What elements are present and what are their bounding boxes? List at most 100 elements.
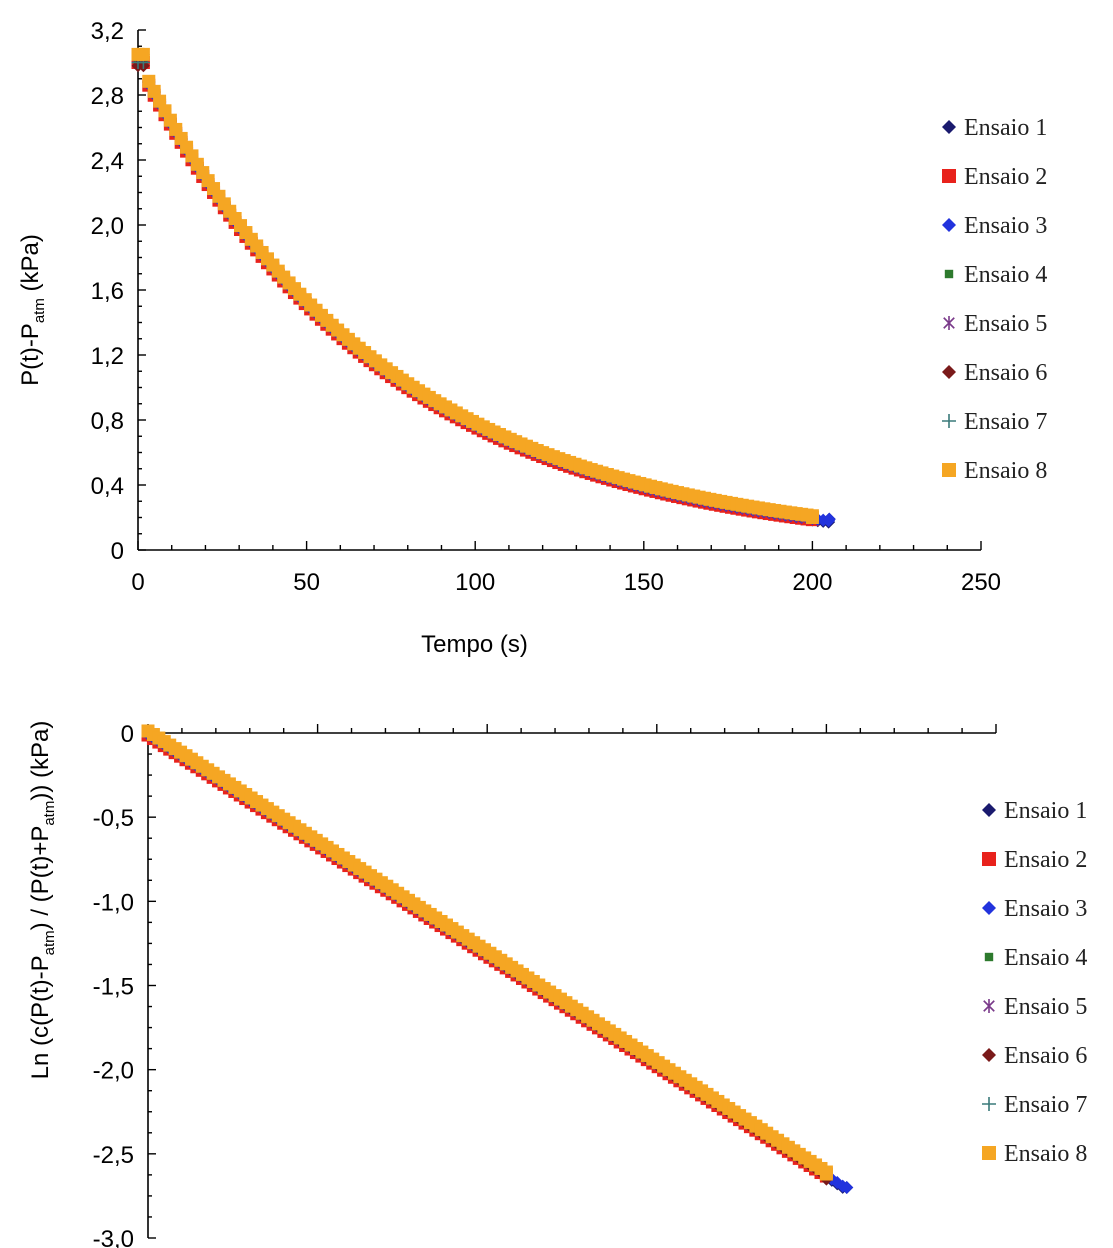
legend-item: Ensaio 6 xyxy=(942,360,1047,386)
series-3 xyxy=(131,52,836,528)
legend-item: Ensaio 5 xyxy=(943,311,1047,337)
legend-label: Ensaio 8 xyxy=(1004,1141,1087,1167)
legend-marker xyxy=(982,1146,996,1160)
legend-label: Ensaio 4 xyxy=(964,262,1047,288)
y-tick-label: 1,6 xyxy=(91,278,124,305)
legend-item: Ensaio 3 xyxy=(982,896,1087,922)
x-tick-label: 50 xyxy=(293,569,320,596)
legend-marker xyxy=(942,365,956,379)
y-tick-label: 3,2 xyxy=(91,18,124,45)
legend-item: Ensaio 1 xyxy=(942,115,1047,141)
legend-item: Ensaio 7 xyxy=(942,409,1047,435)
y-tick-label: -1,0 xyxy=(93,889,134,916)
y-tick-label: 0,8 xyxy=(91,408,124,435)
y-tick-label: 2,4 xyxy=(91,148,124,175)
legend-marker xyxy=(982,852,996,866)
legend-marker xyxy=(942,414,956,428)
x-tick-label: 250 xyxy=(961,569,1001,596)
legend-label: Ensaio 2 xyxy=(1004,847,1087,873)
legend-item: Ensaio 8 xyxy=(982,1141,1087,1167)
label-part: P(t)-P xyxy=(17,323,44,386)
y-tick-label: -0,5 xyxy=(93,805,134,832)
legend-marker xyxy=(942,120,956,134)
legend-label: Ensaio 7 xyxy=(964,409,1047,435)
legend-item: Ensaio 2 xyxy=(982,847,1087,873)
data-point xyxy=(136,47,150,61)
legend-label: Ensaio 5 xyxy=(1004,994,1087,1020)
y-tick-label: 0,4 xyxy=(91,473,124,500)
legend-label: Ensaio 2 xyxy=(964,164,1047,190)
legend-marker xyxy=(982,1097,996,1111)
legend-marker xyxy=(942,218,956,232)
legend-label: Ensaio 3 xyxy=(1004,896,1087,922)
x-tick-label: 150 xyxy=(624,569,664,596)
legend-item: Ensaio 6 xyxy=(982,1043,1087,1069)
legend-marker xyxy=(944,269,954,279)
x-axis-title: Tempo (s) xyxy=(421,631,528,658)
legend-label: Ensaio 6 xyxy=(1004,1043,1087,1069)
legend-marker xyxy=(982,901,996,915)
data-point xyxy=(142,74,156,88)
y-tick-label: -3,0 xyxy=(93,1226,134,1248)
data-point xyxy=(147,84,161,98)
legend-label: Ensaio 6 xyxy=(964,360,1047,386)
y-tick-label: 0 xyxy=(111,538,124,565)
legend-marker xyxy=(982,803,996,817)
legend-item: Ensaio 5 xyxy=(983,994,1087,1020)
legend-marker xyxy=(983,999,995,1013)
y-tick-label: -2,5 xyxy=(93,1142,134,1169)
series-2 xyxy=(131,56,819,527)
data-point xyxy=(840,1181,854,1194)
subscript: atm xyxy=(31,298,48,323)
legend-marker xyxy=(943,316,955,330)
series-4 xyxy=(134,56,817,523)
y-tick-label: 2,8 xyxy=(91,83,124,110)
subscript: atm xyxy=(41,801,58,826)
legend-label: Ensaio 8 xyxy=(964,458,1047,484)
y-tick-label: -2,0 xyxy=(93,1058,134,1085)
legend-label: Ensaio 1 xyxy=(1004,798,1087,824)
legend-label: Ensaio 1 xyxy=(964,115,1047,141)
series-6 xyxy=(131,59,819,524)
y-axis-title: P(t)-Patm (kPa) xyxy=(17,234,48,386)
y-tick-label: 1,2 xyxy=(91,343,124,370)
legend-marker xyxy=(982,1048,996,1062)
label-part: (kPa) xyxy=(17,234,44,298)
legend-item: Ensaio 1 xyxy=(982,798,1087,824)
data-point xyxy=(805,511,819,524)
x-tick-label: 100 xyxy=(455,569,495,596)
legend-item: Ensaio 2 xyxy=(942,164,1047,190)
legend-label: Ensaio 3 xyxy=(964,213,1047,239)
y-axis-title: Ln (c(P(t)-Patm) / (P(t)+Patm)) (kPa) xyxy=(27,721,58,1080)
label-part: ) / (P(t)+P xyxy=(27,826,54,931)
data-point xyxy=(819,1167,833,1181)
legend-label: Ensaio 7 xyxy=(1004,1092,1087,1118)
x-tick-label: 0 xyxy=(131,569,144,596)
x-tick-label: 200 xyxy=(792,569,832,596)
chart-2: 0-0,5-1,0-1,5-2,0-2,5-3,0Ln (c(P(t)-Patm… xyxy=(27,721,1087,1248)
label-part: )) (kPa) xyxy=(27,721,54,801)
y-tick-label: -1,5 xyxy=(93,974,134,1001)
legend-marker xyxy=(984,952,994,962)
chart-1: 0 50 100 150 200 250 0 0,4 0,8 1,2 1,6 2,0 2,4 2,8 3,2… xyxy=(17,18,1047,658)
legend-label: Ensaio 5 xyxy=(964,311,1047,337)
legend-item: Ensaio 4 xyxy=(984,945,1087,971)
y-tick-label: 2,0 xyxy=(91,213,124,240)
data-point xyxy=(822,512,836,526)
series-5 xyxy=(132,56,818,525)
legend-item: Ensaio 3 xyxy=(942,213,1047,239)
legend-item: Ensaio 8 xyxy=(942,458,1047,484)
legend-item: Ensaio 7 xyxy=(982,1092,1087,1118)
legend-marker xyxy=(942,169,956,183)
series-7 xyxy=(131,56,819,524)
label-part: Ln (c(P(t)-P xyxy=(27,955,54,1079)
legend-item: Ensaio 4 xyxy=(944,262,1047,288)
series-1 xyxy=(131,47,836,529)
series-8 xyxy=(131,47,819,524)
legend-label: Ensaio 4 xyxy=(1004,945,1087,971)
series-8 xyxy=(141,724,833,1181)
legend-marker xyxy=(942,463,956,477)
subscript: atm xyxy=(41,930,58,955)
y-tick-label: 0 xyxy=(121,721,134,748)
